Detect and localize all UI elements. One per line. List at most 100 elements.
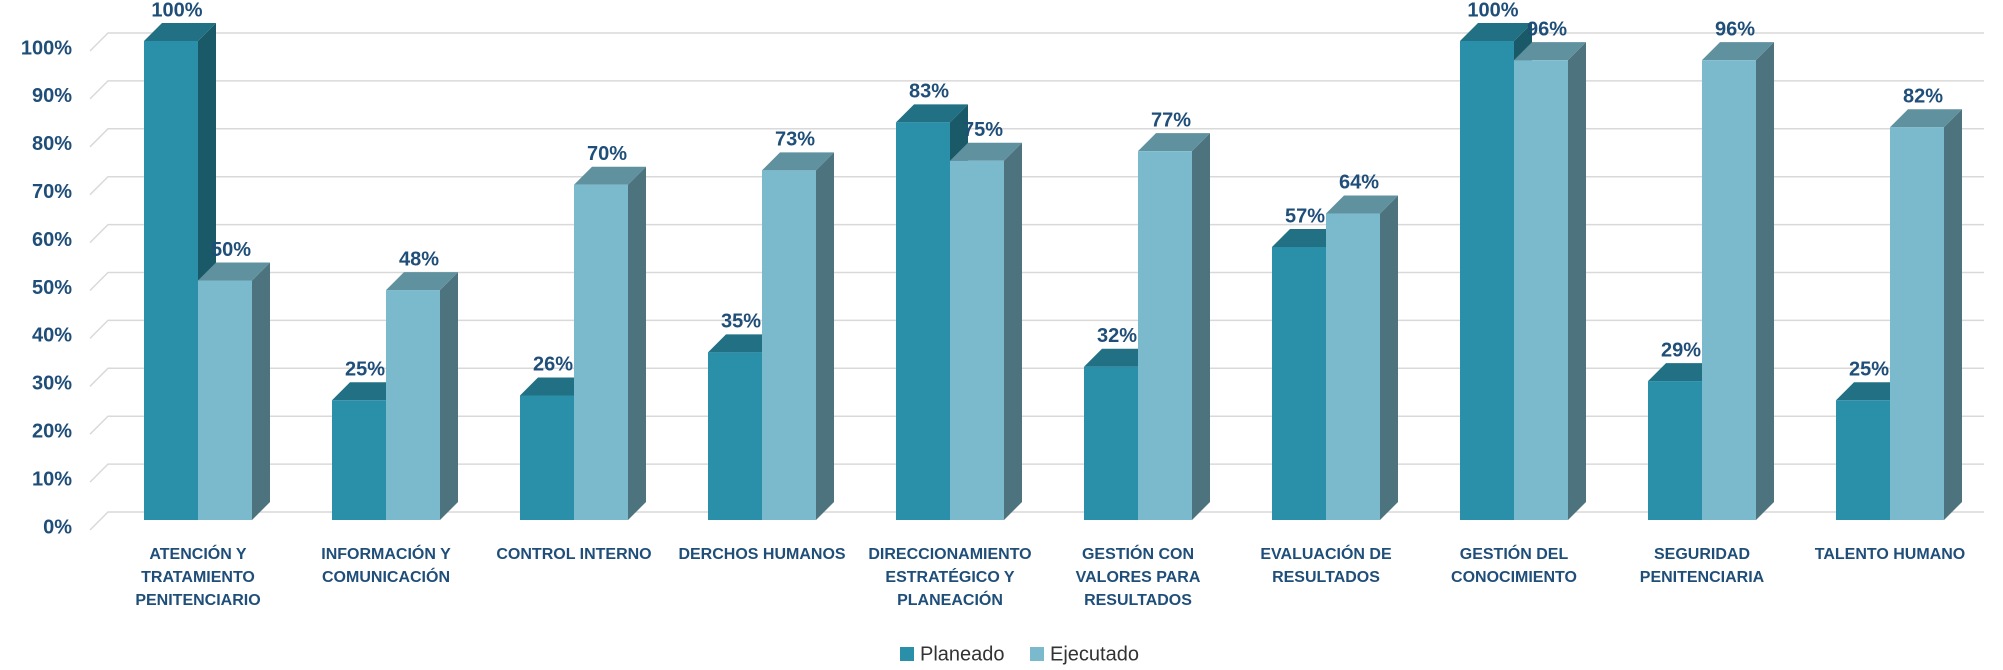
data-label: 83% xyxy=(909,81,949,103)
data-label: 35% xyxy=(721,311,761,333)
bar-front xyxy=(896,122,950,521)
y-tick-label: 50% xyxy=(32,277,72,299)
bar-top xyxy=(198,262,270,281)
bar xyxy=(1702,42,1774,520)
y-tick-label: 100% xyxy=(21,37,72,59)
bar-top xyxy=(574,166,646,185)
bar-top xyxy=(144,23,216,41)
bar-front xyxy=(762,170,816,520)
x-tick-label-line: RESULTADOS xyxy=(1084,592,1192,609)
bar-top xyxy=(1138,133,1210,152)
bar-front xyxy=(1460,41,1514,520)
data-label: 48% xyxy=(399,248,439,270)
legend-label: Planeado xyxy=(920,643,1005,665)
bar-side xyxy=(1568,42,1586,520)
data-label: 75% xyxy=(963,119,1003,141)
bar xyxy=(198,262,270,520)
bar-side xyxy=(1756,42,1774,520)
bar-front xyxy=(144,41,198,520)
data-label: 73% xyxy=(775,129,815,151)
bar-side xyxy=(440,272,458,520)
bar-side xyxy=(1944,109,1962,520)
bar-front xyxy=(1514,60,1568,520)
y-tick-label: 60% xyxy=(32,229,72,251)
x-tick-label-line: EVALUACIÓN DE xyxy=(1260,544,1392,563)
data-label: 96% xyxy=(1715,18,1755,40)
x-tick-label: EVALUACIÓN DE RESULTADOS xyxy=(1260,544,1392,586)
bar-front xyxy=(1836,400,1890,520)
bar-front xyxy=(1648,381,1702,520)
grid-line xyxy=(89,319,1984,339)
bar-front xyxy=(332,400,386,520)
bar-side xyxy=(1004,142,1022,520)
data-label: 25% xyxy=(345,359,385,381)
x-tick-label-line: TRATAMIENTO xyxy=(141,569,255,586)
x-tick-label: DIRECCIONAMIENTO ESTRATÉGICO Y PLANEACIÓN xyxy=(868,546,1031,609)
x-tick-label-line: DERCHOS HUMANOS xyxy=(678,546,845,563)
y-tick-label: 40% xyxy=(32,325,72,347)
bar-top xyxy=(1460,23,1532,41)
bar xyxy=(574,166,646,520)
x-tick-label-line: COMUNICACIÓN xyxy=(322,567,450,586)
bar-top xyxy=(896,104,968,123)
y-tick-label: 90% xyxy=(32,85,72,107)
x-tick-label-line: RESULTADOS xyxy=(1272,569,1380,586)
x-tick-label-line: ESTRATÉGICO Y xyxy=(885,567,1015,586)
x-tick-label: SEGURIDAD PENITENCIARIA xyxy=(1640,546,1765,586)
bar-front xyxy=(1138,151,1192,521)
bar-top xyxy=(1890,109,1962,128)
bar xyxy=(1890,109,1962,520)
bar xyxy=(1138,133,1210,521)
bar-side xyxy=(252,262,270,520)
data-label: 96% xyxy=(1527,18,1567,40)
bar-side xyxy=(1192,133,1210,521)
x-tick-label-line: CONOCIMIENTO xyxy=(1451,569,1577,586)
legend-swatch xyxy=(900,647,914,661)
bar-side xyxy=(816,152,834,520)
data-label: 64% xyxy=(1339,172,1379,194)
bar-front xyxy=(1272,246,1326,520)
bar-top xyxy=(1326,195,1398,214)
x-tick-label: INFORMACIÓN Y COMUNICACIÓN xyxy=(321,544,451,586)
grid-line xyxy=(89,128,1984,148)
legend-label: Ejecutado xyxy=(1050,643,1139,665)
data-label: 50% xyxy=(211,239,251,261)
x-tick-label-line: GESTIÓN DEL xyxy=(1460,544,1569,563)
bar-side xyxy=(1380,195,1398,520)
legend-swatch xyxy=(1030,647,1044,661)
x-tick-label: TALENTO HUMANO xyxy=(1815,546,1966,563)
bar-front xyxy=(520,395,574,520)
bar-front xyxy=(1890,127,1944,520)
x-tick-label-line: DIRECCIONAMIENTO xyxy=(868,546,1031,563)
bar xyxy=(1514,42,1586,520)
bar-top xyxy=(950,142,1022,161)
grid-line xyxy=(89,80,1984,100)
x-tick-label-line: GESTIÓN CON xyxy=(1082,544,1194,563)
y-tick-label: 70% xyxy=(32,181,72,203)
y-tick-label: 10% xyxy=(32,468,72,490)
x-tick-label: CONTROL INTERNO xyxy=(496,546,651,563)
bar-top xyxy=(762,152,834,171)
bar-side xyxy=(628,166,646,520)
bar-front xyxy=(1084,366,1138,520)
data-label: 26% xyxy=(533,354,573,376)
bar-front xyxy=(574,184,628,520)
x-tick-label-line: CONTROL INTERNO xyxy=(496,546,651,563)
x-tick-label-line: TALENTO HUMANO xyxy=(1815,546,1966,563)
x-tick-label: ATENCIÓN Y TRATAMIENTO PENITENCIARIO xyxy=(135,544,260,609)
bar-front xyxy=(708,352,762,520)
bar-top xyxy=(1514,42,1586,61)
data-label: 100% xyxy=(151,0,202,21)
data-label: 77% xyxy=(1151,109,1191,131)
bar xyxy=(1326,195,1398,520)
data-label: 29% xyxy=(1661,339,1701,361)
bar xyxy=(950,142,1022,520)
y-tick-label: 80% xyxy=(32,133,72,155)
x-tick-label: GESTIÓN CON VALORES PARA RESULTADOS xyxy=(1076,544,1201,609)
grid-line xyxy=(89,175,1984,196)
data-label: 32% xyxy=(1097,325,1137,347)
bar-front xyxy=(198,280,252,520)
data-label: 82% xyxy=(1903,86,1943,108)
bar-top xyxy=(1702,42,1774,61)
